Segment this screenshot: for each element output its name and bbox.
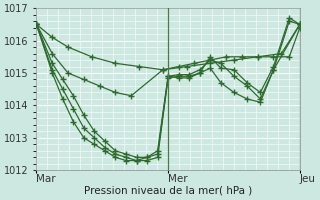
X-axis label: Pression niveau de la mer( hPa ): Pression niveau de la mer( hPa ) [84,186,252,196]
